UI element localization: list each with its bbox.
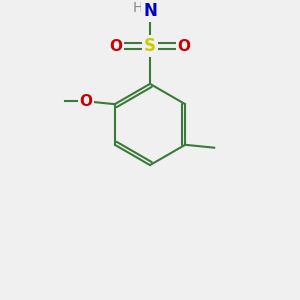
Text: N: N xyxy=(143,2,157,20)
Text: O: O xyxy=(79,94,92,109)
Text: H: H xyxy=(132,2,143,15)
Text: S: S xyxy=(144,37,156,55)
Text: O: O xyxy=(178,39,190,54)
Text: O: O xyxy=(110,39,122,54)
